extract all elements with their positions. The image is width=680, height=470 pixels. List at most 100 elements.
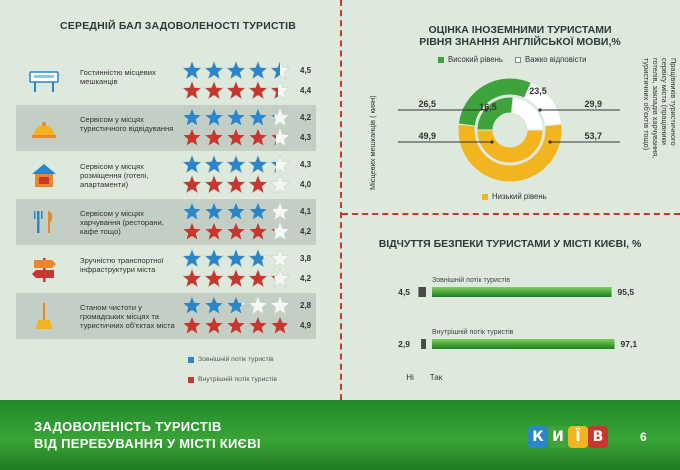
int-star bbox=[247, 221, 269, 241]
int-score: 4,0 bbox=[300, 180, 312, 189]
service-bell-icon bbox=[28, 113, 60, 143]
safety-bar-chart: Зовнішній потік туристів 4,5 95,5 Внутрішні… bbox=[398, 276, 637, 382]
ext-star bbox=[269, 107, 291, 127]
footer-title: ЗАДОВОЛЕНІСТЬ ТУРИСТІВ ВІД ПЕРЕБУВАННЯ У… bbox=[34, 418, 261, 452]
ext-star bbox=[225, 295, 247, 315]
row-label: Сервісом у місцях харчування (ресторани,… bbox=[80, 209, 164, 236]
int-star bbox=[247, 268, 269, 288]
workers-high-value: 29,9 bbox=[584, 99, 602, 109]
legend-hard-swatch bbox=[515, 57, 521, 63]
satisfaction-row bbox=[16, 293, 316, 339]
int-star bbox=[182, 315, 203, 335]
safety-title: ВІДЧУТТЯ БЕЗПЕКИ ТУРИСТАМИ У МІСТІ КИЄВІ… bbox=[378, 238, 642, 250]
ext-star bbox=[247, 107, 269, 127]
ext-score: 4,2 bbox=[300, 113, 312, 122]
ext-star bbox=[269, 154, 291, 174]
ext-score: 2,8 bbox=[300, 301, 312, 310]
int-star bbox=[225, 80, 247, 100]
legend-ext-label: Зовнішній потік туристів bbox=[198, 356, 274, 363]
row-stars bbox=[182, 107, 291, 147]
ext-star bbox=[182, 154, 203, 174]
int-star bbox=[225, 315, 247, 335]
satisfaction-title: СЕРЕДНІЙ БАЛ ЗАДОВОЛЕНОСТІ ТУРИСТІВ bbox=[60, 20, 297, 32]
ext-star bbox=[247, 248, 269, 268]
ext-star bbox=[247, 201, 269, 221]
donut-hole bbox=[494, 114, 526, 146]
int-star bbox=[269, 174, 291, 194]
ext-star bbox=[203, 295, 225, 315]
safety-yes-bar bbox=[432, 339, 615, 349]
row-label: Станом чистоти у громадських місцях та т… bbox=[80, 303, 175, 330]
ext-star bbox=[247, 60, 269, 80]
ext-star bbox=[182, 295, 203, 315]
leader-dot bbox=[548, 140, 552, 144]
workers-axis-line3: готелів, закладів харчування, bbox=[651, 58, 660, 159]
ext-score: 3,8 bbox=[300, 254, 312, 263]
int-score: 4,4 bbox=[300, 86, 312, 95]
row-label: Сервісом у місцях розміщення (готелі, ап… bbox=[80, 162, 149, 189]
inner-segment bbox=[511, 96, 544, 131]
row-stars bbox=[182, 295, 291, 335]
safety-no-value: 4,5 bbox=[398, 287, 410, 297]
row-label: Зручністю транспортної інфраструктури мі… bbox=[80, 256, 164, 274]
int-score: 4,9 bbox=[300, 321, 312, 330]
ext-star bbox=[269, 295, 291, 315]
row-stars bbox=[182, 60, 291, 100]
row-label: Гостинністю місцевих мешканців bbox=[80, 68, 156, 86]
safety-category-label: Зовнішній потік туристів bbox=[432, 276, 510, 284]
logo-letter-2: И bbox=[548, 426, 568, 448]
outer-segment bbox=[457, 123, 563, 183]
ext-star bbox=[247, 154, 269, 174]
page-number: 6 bbox=[640, 430, 647, 444]
locals-hard-value: 23,5 bbox=[529, 86, 547, 96]
satisfaction-row bbox=[16, 199, 316, 245]
safety-no-axis-label: Ні bbox=[406, 373, 414, 382]
satisfaction-row bbox=[16, 105, 316, 151]
ext-score: 4,1 bbox=[300, 207, 312, 216]
int-score: 4,3 bbox=[300, 133, 312, 142]
int-star bbox=[203, 268, 225, 288]
inner-segment bbox=[476, 129, 544, 164]
english-title-line2: РІВНЯ ЗНАННЯ АНГЛІЙСЬКОЇ МОВИ,% bbox=[419, 36, 621, 48]
legend-int-swatch bbox=[188, 377, 194, 383]
vertical-divider bbox=[340, 0, 342, 400]
safety-yes-value: 95,5 bbox=[618, 287, 635, 297]
english-title-line1: ОЦІНКА ІНОЗЕМНИМИ ТУРИСТАМИ bbox=[428, 24, 612, 36]
int-star bbox=[203, 315, 225, 335]
locals-high-value: 26,5 bbox=[418, 99, 436, 109]
int-score: 4,2 bbox=[300, 274, 312, 283]
ext-star bbox=[225, 248, 247, 268]
int-star bbox=[247, 315, 269, 335]
legend-ext-swatch bbox=[188, 357, 194, 363]
int-star bbox=[247, 127, 269, 147]
int-star bbox=[203, 127, 225, 147]
safety-yes-axis-label: Так bbox=[430, 373, 443, 382]
signpost-icon bbox=[28, 254, 60, 284]
ext-star bbox=[182, 201, 203, 221]
workers-low-value: 53,7 bbox=[584, 131, 602, 141]
safety-no-bar bbox=[418, 287, 426, 297]
workers-axis-line4: туристичних об'єктів тощо) bbox=[642, 58, 651, 151]
ext-star bbox=[225, 60, 247, 80]
int-star bbox=[269, 221, 291, 241]
safety-no-bar bbox=[421, 339, 426, 349]
int-star bbox=[225, 127, 247, 147]
ext-star bbox=[203, 154, 225, 174]
logo-letter-4: В bbox=[588, 426, 608, 448]
footer-title-line1: ЗАДОВОЛЕНІСТЬ ТУРИСТІВ bbox=[34, 419, 222, 434]
int-star bbox=[182, 221, 203, 241]
legend-hard-label: Важко відповісти bbox=[525, 55, 587, 64]
outer-segment bbox=[523, 81, 563, 127]
welcome-sign-icon bbox=[28, 66, 60, 96]
ext-star bbox=[182, 248, 203, 268]
ext-star bbox=[269, 60, 291, 80]
kyiv-logo: К И Ї В bbox=[528, 426, 608, 450]
int-star bbox=[225, 268, 247, 288]
ext-star bbox=[182, 60, 203, 80]
ext-score: 4,3 bbox=[300, 160, 312, 169]
leader-dot bbox=[484, 108, 488, 112]
logo-letter-3: Ї bbox=[568, 426, 588, 448]
workers-axis-line2: сервісу міста (працівники bbox=[660, 58, 669, 145]
ext-star bbox=[269, 248, 291, 268]
int-star bbox=[203, 221, 225, 241]
